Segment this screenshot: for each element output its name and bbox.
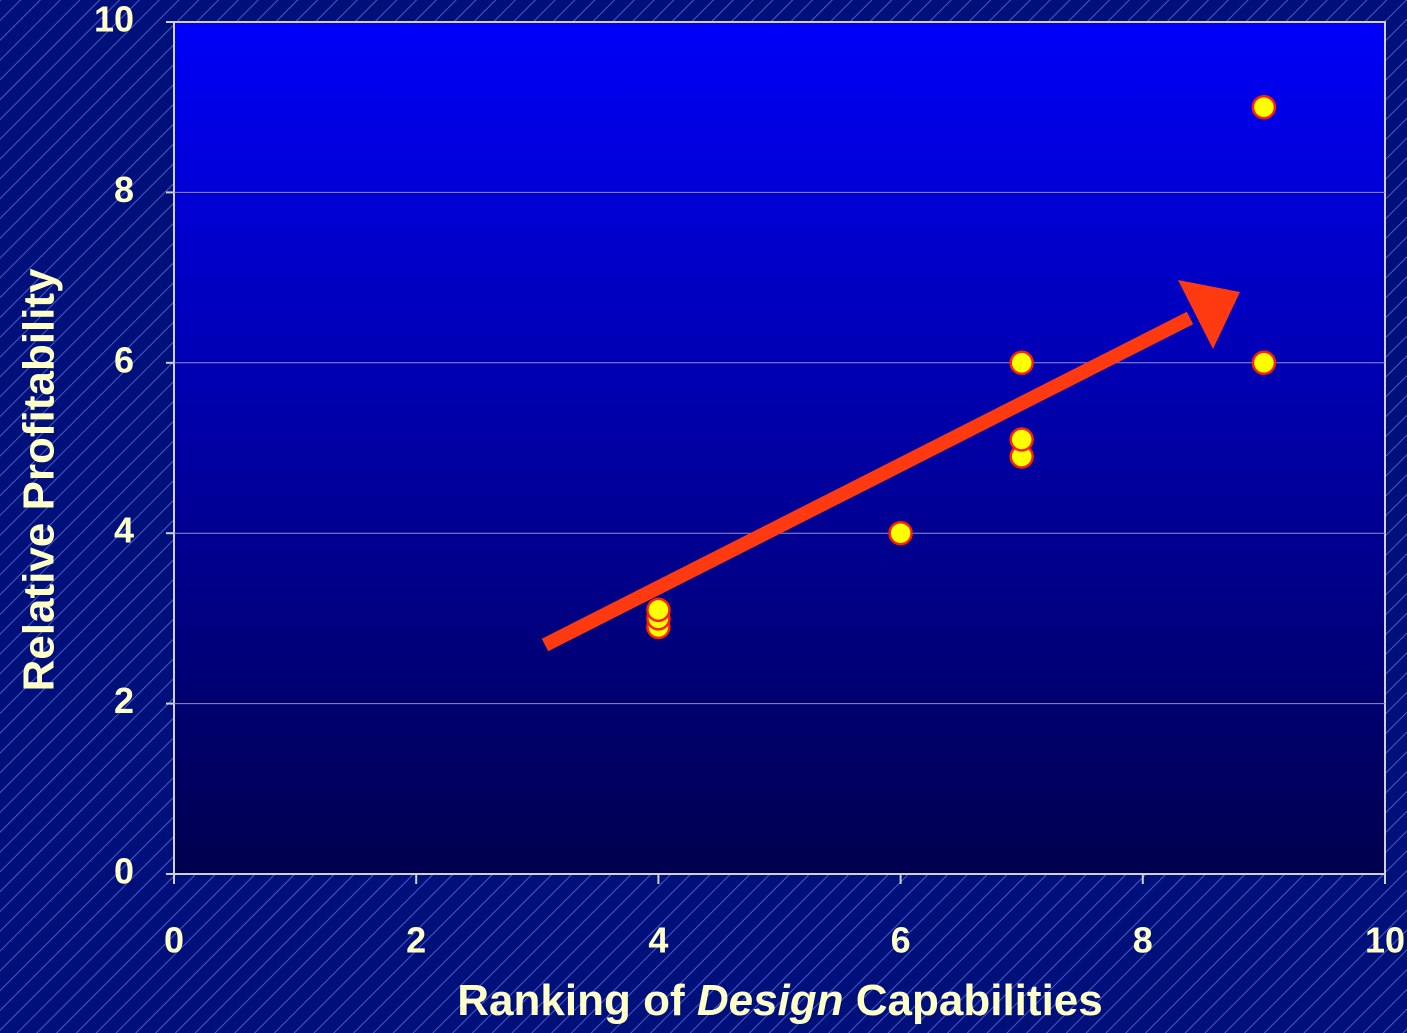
x-title-part: Capabilities — [856, 976, 1103, 1025]
x-tick-label: 8 — [1133, 920, 1153, 961]
arrow-shaft — [541, 311, 1194, 652]
y-tick-label: 2 — [114, 680, 134, 721]
y-tick-label: 10 — [94, 0, 134, 40]
scatter-point — [1251, 350, 1277, 376]
x-title-part: Ranking of — [457, 976, 685, 1025]
scatter-point — [1009, 427, 1034, 452]
y-tick-label: 8 — [114, 169, 134, 210]
x-tick-label: 6 — [891, 920, 911, 961]
y-tick-label: 6 — [114, 339, 134, 380]
y-tick-label: 4 — [114, 510, 134, 551]
x-tick-label: 2 — [406, 920, 426, 961]
scatter-point — [888, 520, 913, 546]
scatter-point — [1251, 94, 1277, 120]
plot-area — [173, 21, 1386, 875]
x-tick-label: 0 — [164, 920, 184, 961]
scatter-point — [646, 597, 671, 623]
arrow-head — [1178, 280, 1240, 349]
scatter-point — [1009, 350, 1034, 376]
y-axis-title: Relative Profitability — [15, 268, 64, 692]
x-axis-title: Ranking of Design Capabilities — [457, 976, 1102, 1025]
x-title-part: Design — [697, 976, 844, 1025]
trend-arrow — [541, 280, 1240, 652]
y-tick-label: 0 — [114, 851, 134, 892]
x-tick-label: 10 — [1365, 920, 1405, 961]
x-tick-label: 4 — [648, 920, 668, 961]
